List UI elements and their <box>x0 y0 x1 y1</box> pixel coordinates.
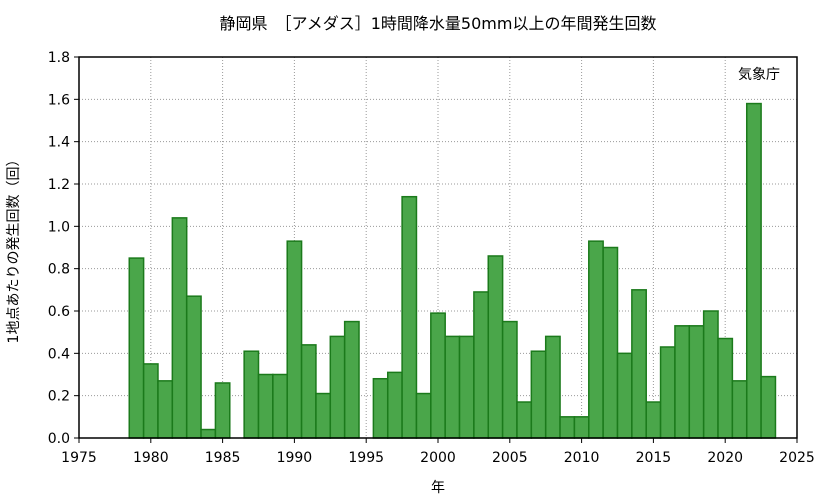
y-tick-label: 0.4 <box>48 346 70 362</box>
bar-2023 <box>760 375 777 439</box>
bar-1992 <box>315 392 332 439</box>
bar-2014 <box>631 289 647 439</box>
y-axis-ticks: 0.0 0.2 0.4 0.6 0.8 1.0 1.2 1.4 1.6 1.8 <box>48 50 79 447</box>
bar-2000 <box>430 312 446 439</box>
y-tick-label: 1.6 <box>48 92 70 108</box>
bar-1983 <box>185 295 202 439</box>
bar-1988 <box>257 373 274 439</box>
x-tick-label: 2005 <box>492 450 528 466</box>
bar-1991 <box>300 344 317 439</box>
x-tick-label: 1980 <box>133 450 169 466</box>
x-tick-label: 1995 <box>348 450 384 466</box>
y-tick-label: 1.8 <box>48 50 70 66</box>
bar-1997 <box>386 371 403 439</box>
grid-lines <box>79 57 797 438</box>
bar-2003 <box>473 291 490 439</box>
y-axis-label: 1地点あたりの発生回数（回） <box>6 153 22 344</box>
bar-2019 <box>702 310 719 439</box>
y-tick-label: 1.4 <box>48 135 70 151</box>
x-tick-label: 2020 <box>707 450 743 466</box>
bar-1981 <box>157 380 174 439</box>
bar-2011 <box>588 240 604 439</box>
x-tick-label: 2015 <box>636 450 672 466</box>
x-tick-label: 1975 <box>61 450 97 466</box>
bar-1980 <box>142 363 159 439</box>
bar-2005 <box>501 320 518 439</box>
x-tick-label: 2000 <box>420 450 456 466</box>
y-tick-label: 1.0 <box>48 219 70 235</box>
bar-2018 <box>688 325 705 439</box>
bar-1998 <box>401 195 418 439</box>
bar-2022 <box>745 102 762 439</box>
x-tick-label: 1990 <box>277 450 313 466</box>
y-tick-label: 0.8 <box>48 262 70 278</box>
bar-1985 <box>214 382 231 439</box>
source-label: 気象庁 <box>738 67 780 83</box>
x-tick-label: 1985 <box>205 450 241 466</box>
bar-1979 <box>128 257 145 439</box>
bar-2008 <box>544 335 561 439</box>
bar-1984 <box>200 428 217 439</box>
bar-1982 <box>171 217 188 439</box>
bar-1987 <box>243 350 260 439</box>
bar-2007 <box>530 350 547 439</box>
bar-1996 <box>372 377 389 439</box>
bar-1999 <box>415 392 432 439</box>
bar-2009 <box>559 416 576 439</box>
y-tick-label: 0.2 <box>48 389 70 405</box>
bar-2017 <box>674 325 691 439</box>
bar-1994 <box>343 320 360 439</box>
bar-2015 <box>645 401 662 439</box>
bar-2010 <box>573 416 590 439</box>
x-axis-ticks: 1975 1980 1985 1990 1995 2000 2005 2010 2015 2020… <box>61 438 815 466</box>
bar-1993 <box>329 335 346 439</box>
x-tick-label: 2025 <box>779 450 815 466</box>
bars <box>128 102 777 439</box>
x-tick-label: 2010 <box>564 450 600 466</box>
y-tick-label: 1.2 <box>48 177 70 193</box>
chart-title: 静岡県 ［アメダス］1時間降水量50mm以上の年間発生回数 <box>220 14 657 33</box>
bar-2016 <box>659 346 676 439</box>
bar-2012 <box>602 246 619 439</box>
bar-1990 <box>286 240 303 439</box>
bar-2001 <box>444 335 461 439</box>
bar-2020 <box>717 337 734 439</box>
bar-1989 <box>272 373 288 439</box>
bar-2002 <box>458 335 475 439</box>
bar-2021 <box>731 380 748 439</box>
x-axis-label: 年 <box>431 480 445 496</box>
bar-2004 <box>487 255 504 439</box>
bar-2006 <box>516 401 533 439</box>
bar-2013 <box>616 352 633 439</box>
y-tick-label: 0.6 <box>48 304 70 320</box>
y-tick-label: 0.0 <box>48 431 70 447</box>
